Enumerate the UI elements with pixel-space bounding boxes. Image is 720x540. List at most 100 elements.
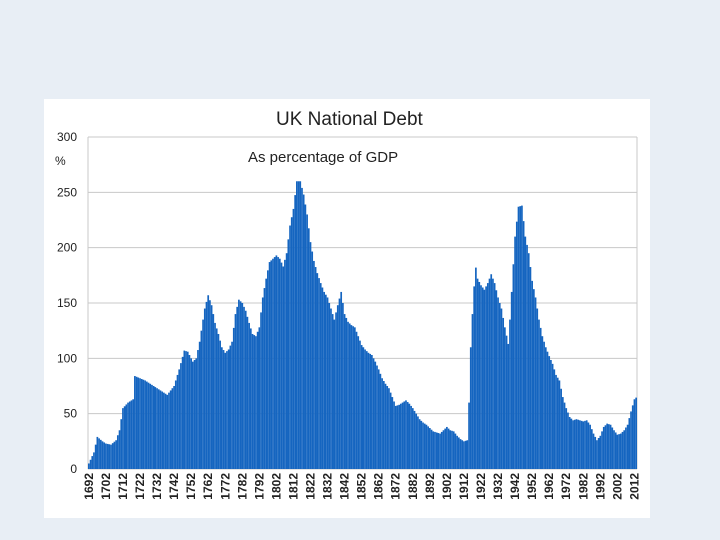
x-tick-label: 1952 [525, 473, 539, 500]
bar-1859 [372, 358, 375, 469]
bar-1978 [575, 419, 578, 469]
bar-2010 [630, 411, 632, 469]
bar-1801 [273, 257, 276, 469]
bars-layer [88, 181, 637, 470]
bar-1918 [473, 286, 476, 469]
bar-1963 [550, 359, 552, 469]
bar-1883 [413, 410, 416, 469]
bar-1894 [432, 431, 435, 469]
bar-1958 [541, 336, 544, 469]
bar-1777 [232, 327, 235, 469]
x-tick-label: 1812 [286, 473, 300, 500]
bar-1867 [386, 386, 389, 469]
bar-1731 [154, 387, 157, 469]
bar-1980 [579, 420, 581, 469]
bar-1931 [495, 290, 498, 469]
bar-1877 [403, 401, 406, 469]
bar-1997 [608, 424, 610, 469]
bar-1754 [193, 359, 196, 469]
bar-1726 [145, 381, 148, 469]
bar-1928 [490, 274, 493, 469]
bar-1694 [91, 456, 94, 469]
bar-1858 [371, 355, 373, 469]
bar-1830 [323, 291, 325, 469]
bar-1930 [493, 283, 496, 469]
bar-1819 [304, 204, 307, 469]
bar-1843 [345, 317, 348, 469]
bar-1766 [214, 322, 216, 469]
bar-1693 [89, 459, 92, 469]
x-tick-label: 1872 [389, 473, 403, 500]
bar-1713 [123, 406, 126, 469]
bar-1885 [417, 416, 419, 469]
bar-1966 [555, 374, 557, 469]
bar-1716 [128, 401, 131, 469]
x-tick-label: 1782 [235, 473, 249, 500]
bar-1880 [408, 403, 411, 469]
bar-1869 [389, 392, 392, 469]
bar-1967 [556, 377, 559, 469]
bar-1914 [466, 440, 469, 469]
bar-1756 [197, 350, 199, 469]
chart-subtitle: As percentage of GDP [248, 149, 398, 166]
bar-1996 [606, 423, 609, 469]
bar-1740 [169, 390, 172, 469]
bar-1846 [350, 325, 353, 469]
x-tick-labels: 1692 1702 1712 1722 1732 1742 1752 1762 1772 1782… [82, 473, 642, 500]
x-tick-label: 1742 [167, 473, 181, 500]
bar-1932 [497, 297, 499, 469]
bar-1719 [134, 376, 136, 469]
bar-1874 [398, 404, 400, 469]
bar-1767 [215, 328, 218, 469]
bar-1937 [505, 335, 508, 469]
bar-1823 [311, 251, 314, 469]
y-tick-label: 300 [57, 130, 77, 144]
bar-1711 [120, 419, 123, 469]
bar-1781 [239, 301, 242, 469]
bar-1917 [471, 314, 474, 469]
x-tick-label: 1702 [99, 473, 113, 500]
bar-1700 [101, 441, 104, 469]
bar-1972 [565, 408, 568, 469]
bar-1780 [238, 299, 240, 469]
y-tick-label: 0 [70, 462, 77, 476]
bar-1763 [209, 300, 211, 469]
bar-1946 [521, 205, 523, 470]
bar-1788 [251, 333, 254, 469]
bar-1889 [423, 423, 426, 469]
bar-1840 [340, 291, 343, 469]
bar-1832 [326, 297, 329, 469]
y-axis-unit: % [55, 154, 66, 168]
bar-1952 [531, 280, 533, 469]
bar-1954 [534, 297, 537, 469]
bar-1920 [476, 278, 479, 469]
bar-1844 [347, 321, 349, 469]
x-tick-label: 1802 [269, 473, 283, 500]
bar-1868 [388, 388, 390, 469]
bar-1922 [480, 285, 482, 469]
bar-1878 [405, 400, 407, 469]
bar-1799 [270, 260, 273, 469]
bar-1838 [336, 305, 339, 469]
bar-1759 [202, 319, 204, 469]
x-tick-label: 1822 [304, 473, 318, 500]
bar-1750 [186, 351, 189, 469]
bar-1737 [164, 393, 167, 469]
bar-1796 [265, 278, 268, 469]
chart-title: UK National Debt [276, 109, 424, 130]
bar-1715 [127, 402, 129, 469]
bar-2004 [619, 433, 622, 469]
bar-1817 [301, 187, 303, 469]
bar-1701 [103, 442, 106, 469]
bar-1873 [396, 405, 399, 469]
bar-1861 [376, 365, 378, 469]
bar-1805 [280, 262, 283, 469]
bar-1998 [609, 424, 612, 469]
bar-1783 [243, 306, 245, 469]
bar-1888 [422, 422, 424, 469]
bar-1990 [596, 440, 598, 469]
bar-1865 [382, 381, 385, 469]
bar-1718 [132, 399, 135, 469]
bar-1876 [401, 402, 404, 469]
bar-1866 [384, 383, 387, 469]
